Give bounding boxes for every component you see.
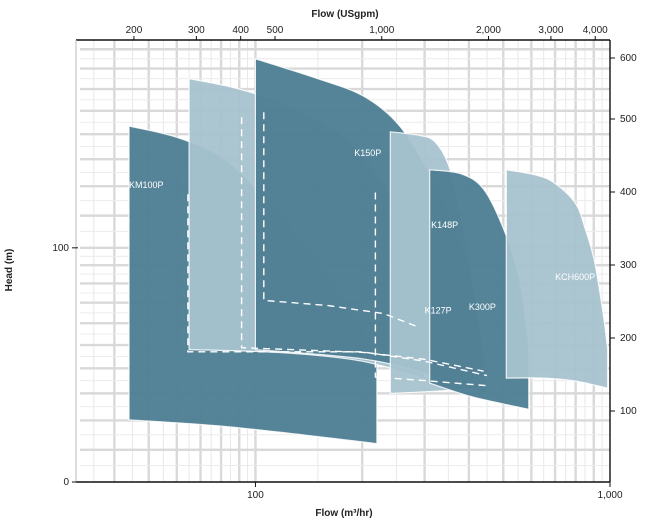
- y-tick-label: 100: [52, 243, 69, 254]
- region-label-km100p: KM100P: [129, 180, 164, 190]
- plot-frame: [75, 39, 611, 483]
- x-tick-label: 100: [247, 490, 264, 501]
- x-tick-label: 1,000: [597, 490, 622, 501]
- y2-tick-label: 400: [620, 187, 637, 198]
- top-tick-label: 2,000: [476, 25, 501, 36]
- top-tick-label: 4,000: [583, 25, 608, 36]
- top-tick-label: 400: [232, 25, 249, 36]
- y2-tick-label: 300: [620, 260, 637, 271]
- y-tick-label: 0: [63, 477, 69, 488]
- region-label-k150p: K150P: [354, 148, 381, 158]
- tick-labels: 200 300 400 500 1,000 2,000 3,000 4,000 100 1,000…: [52, 25, 637, 501]
- top-tick-label: 3,000: [538, 25, 563, 36]
- y-axis-title: Head (m): [4, 249, 15, 292]
- top-tick-label: 1,000: [369, 25, 394, 36]
- top-axis-title: Flow (USgpm): [311, 9, 378, 20]
- pump-regions: [128, 57, 609, 445]
- dashed-outlines: [187, 112, 488, 387]
- y2-tick-label: 100: [620, 406, 637, 417]
- top-tick-label: 300: [188, 25, 205, 36]
- x-axis-title: Flow (m³/hr): [315, 508, 372, 519]
- y2-tick-label: 500: [620, 114, 637, 125]
- region-label-k300p: K300P: [469, 302, 496, 312]
- dashed-outline-2: [240, 117, 484, 372]
- y2-tick-label: 200: [620, 333, 637, 344]
- top-tick-label: 500: [267, 25, 284, 36]
- dashed-outline-4: [374, 192, 488, 387]
- region-labels: KM100P K150P K127P K148P K300P KCH600P: [129, 148, 595, 316]
- region-label-k148p: K148P: [431, 220, 458, 230]
- region-kch600p: [505, 169, 609, 389]
- top-tick-label: 200: [126, 25, 143, 36]
- region-label-k127p: K127P: [425, 306, 452, 316]
- region-label-kch600p: KCH600P: [555, 272, 595, 282]
- dashed-outline-3: [263, 112, 420, 329]
- y2-tick-label: 600: [620, 53, 637, 64]
